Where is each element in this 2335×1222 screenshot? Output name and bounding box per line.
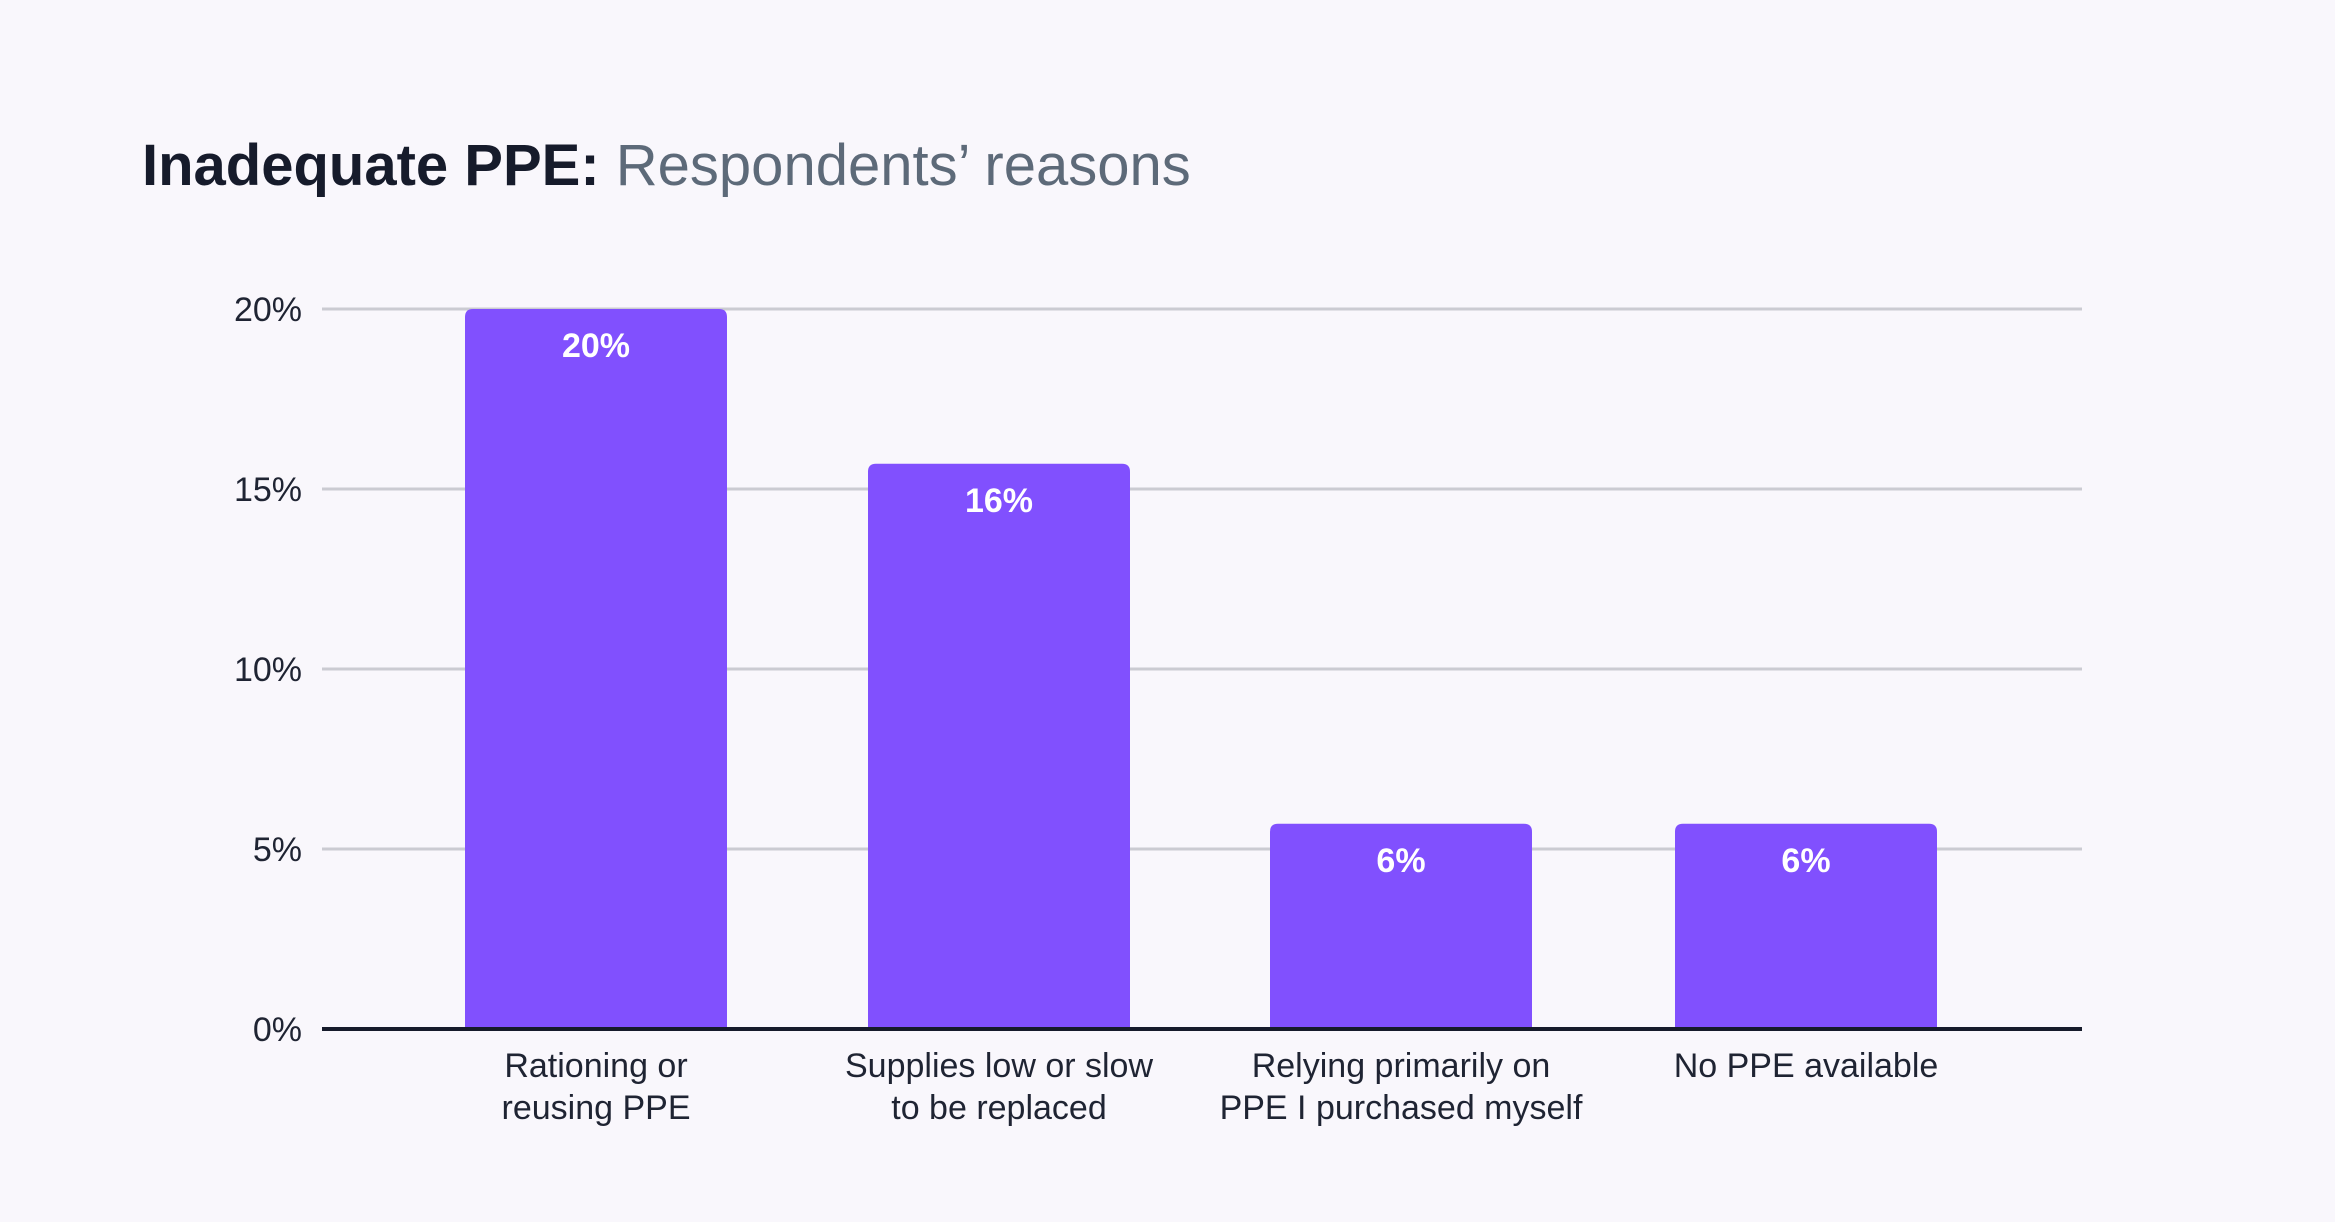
- bar: [465, 309, 727, 1029]
- y-tick-label: 0%: [253, 1011, 302, 1049]
- bar: [868, 463, 1130, 1029]
- chart-title: Inadequate PPE: Respondents’ reasons: [142, 120, 1191, 212]
- bar: [1675, 823, 1937, 1029]
- chart-title-bold: Inadequate PPE:: [142, 133, 600, 198]
- bar: [1270, 823, 1532, 1029]
- y-tick-label: 5%: [253, 831, 302, 869]
- x-tick-label: to be replaced: [891, 1089, 1107, 1127]
- y-tick-label: 15%: [234, 471, 302, 509]
- x-tick-label: Relying primarily on: [1252, 1047, 1551, 1085]
- data-label: 6%: [1781, 842, 1830, 880]
- data-label: 20%: [562, 327, 630, 365]
- chart-title-subtitle: Respondents’ reasons: [615, 133, 1191, 198]
- x-tick-label: Supplies low or slow: [845, 1047, 1153, 1085]
- data-label: 6%: [1376, 842, 1425, 880]
- x-tick-label: Rationing or: [504, 1047, 687, 1085]
- data-label: 16%: [965, 482, 1033, 520]
- y-tick-label: 20%: [234, 291, 302, 329]
- x-tick-label: No PPE available: [1674, 1047, 1939, 1085]
- x-tick-label: PPE I purchased myself: [1220, 1089, 1583, 1127]
- y-tick-label: 10%: [234, 651, 302, 689]
- x-tick-label: reusing PPE: [502, 1089, 691, 1127]
